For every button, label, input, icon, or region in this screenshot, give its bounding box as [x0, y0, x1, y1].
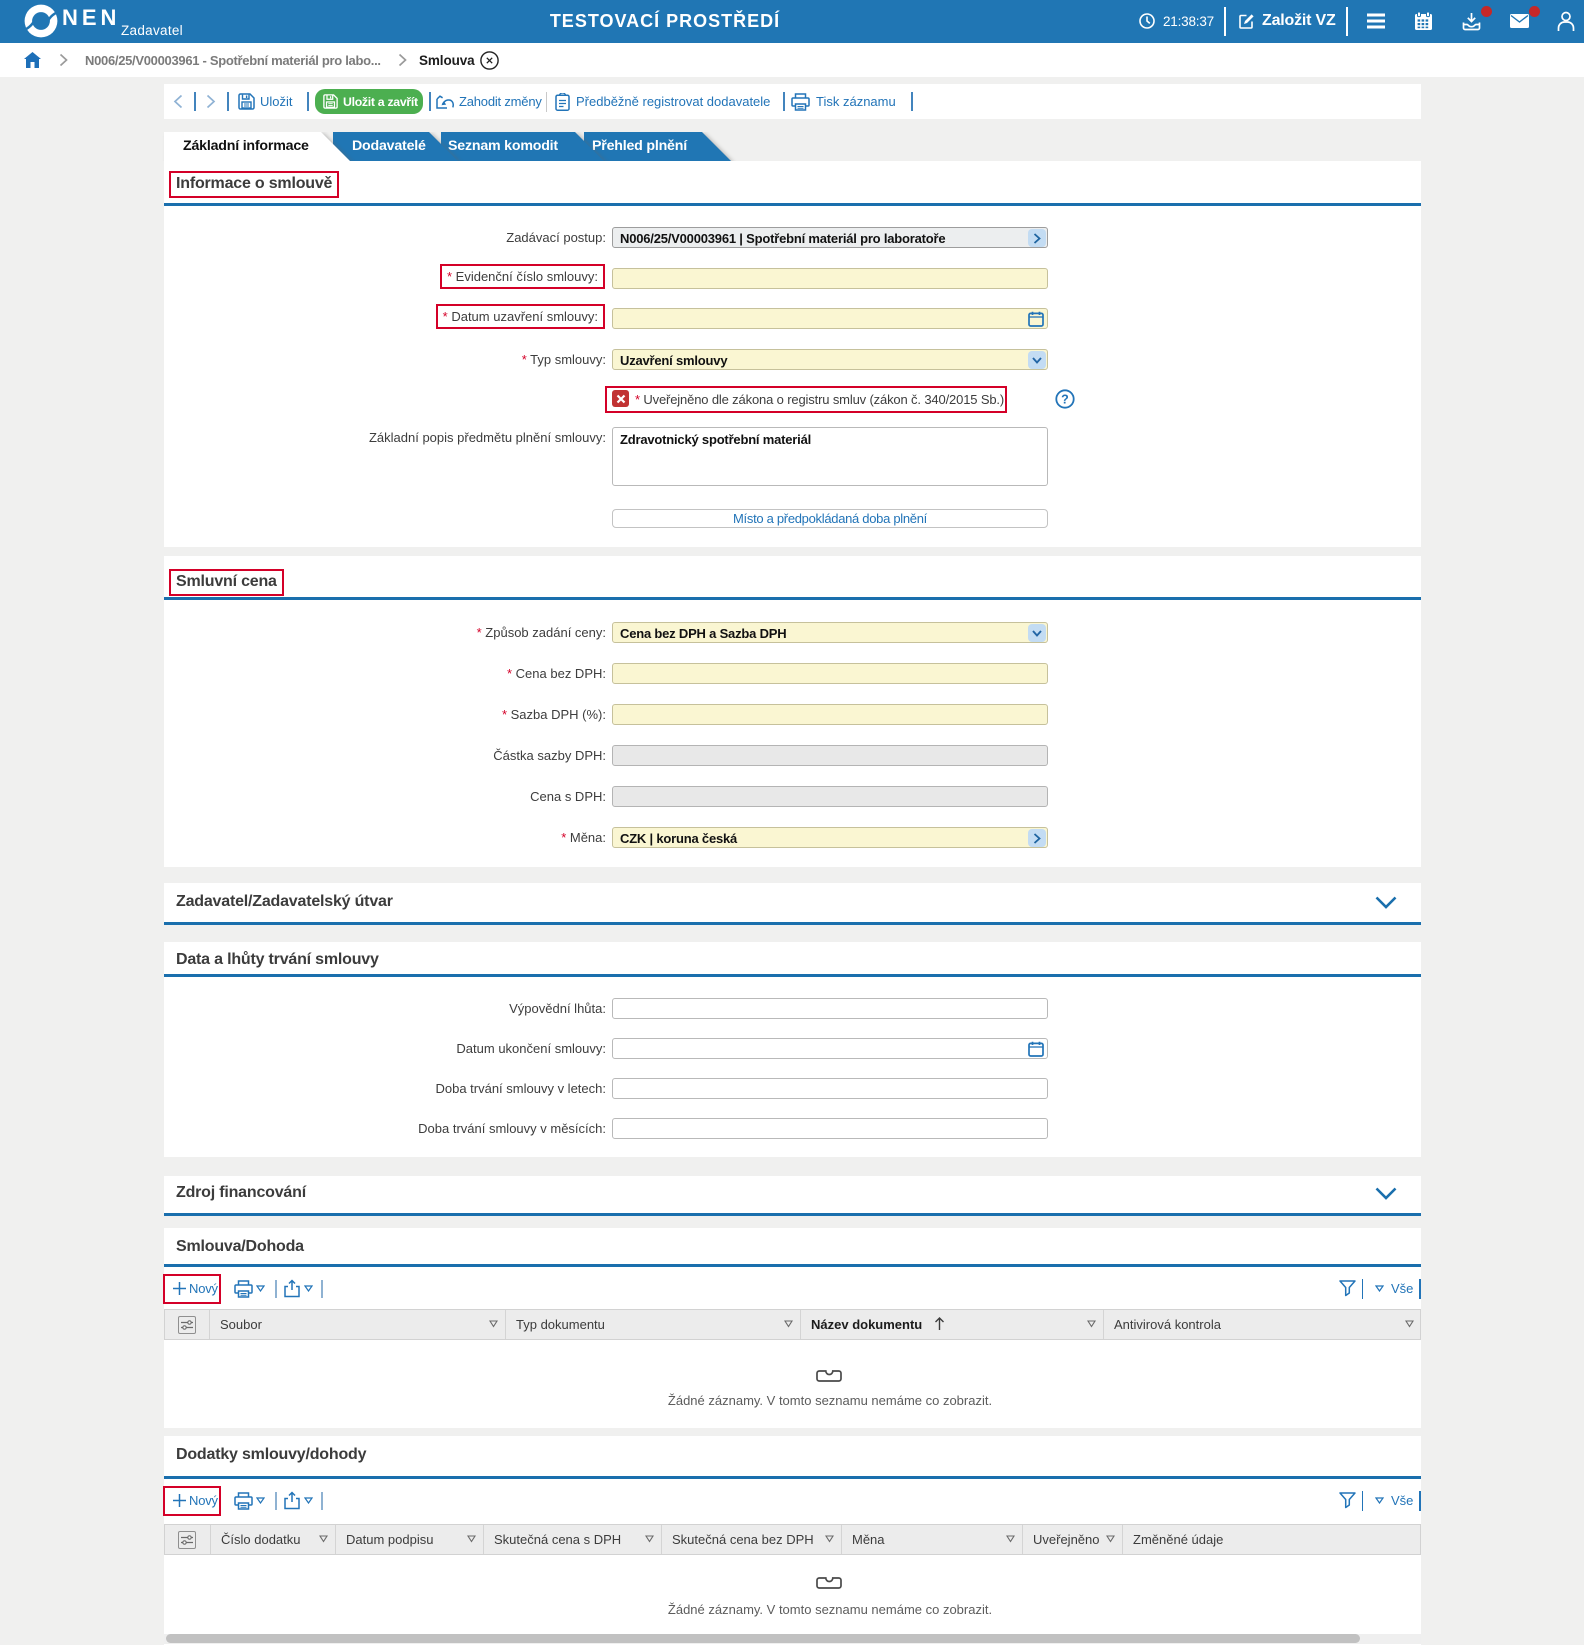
svg-text:?: ? [1061, 392, 1069, 406]
